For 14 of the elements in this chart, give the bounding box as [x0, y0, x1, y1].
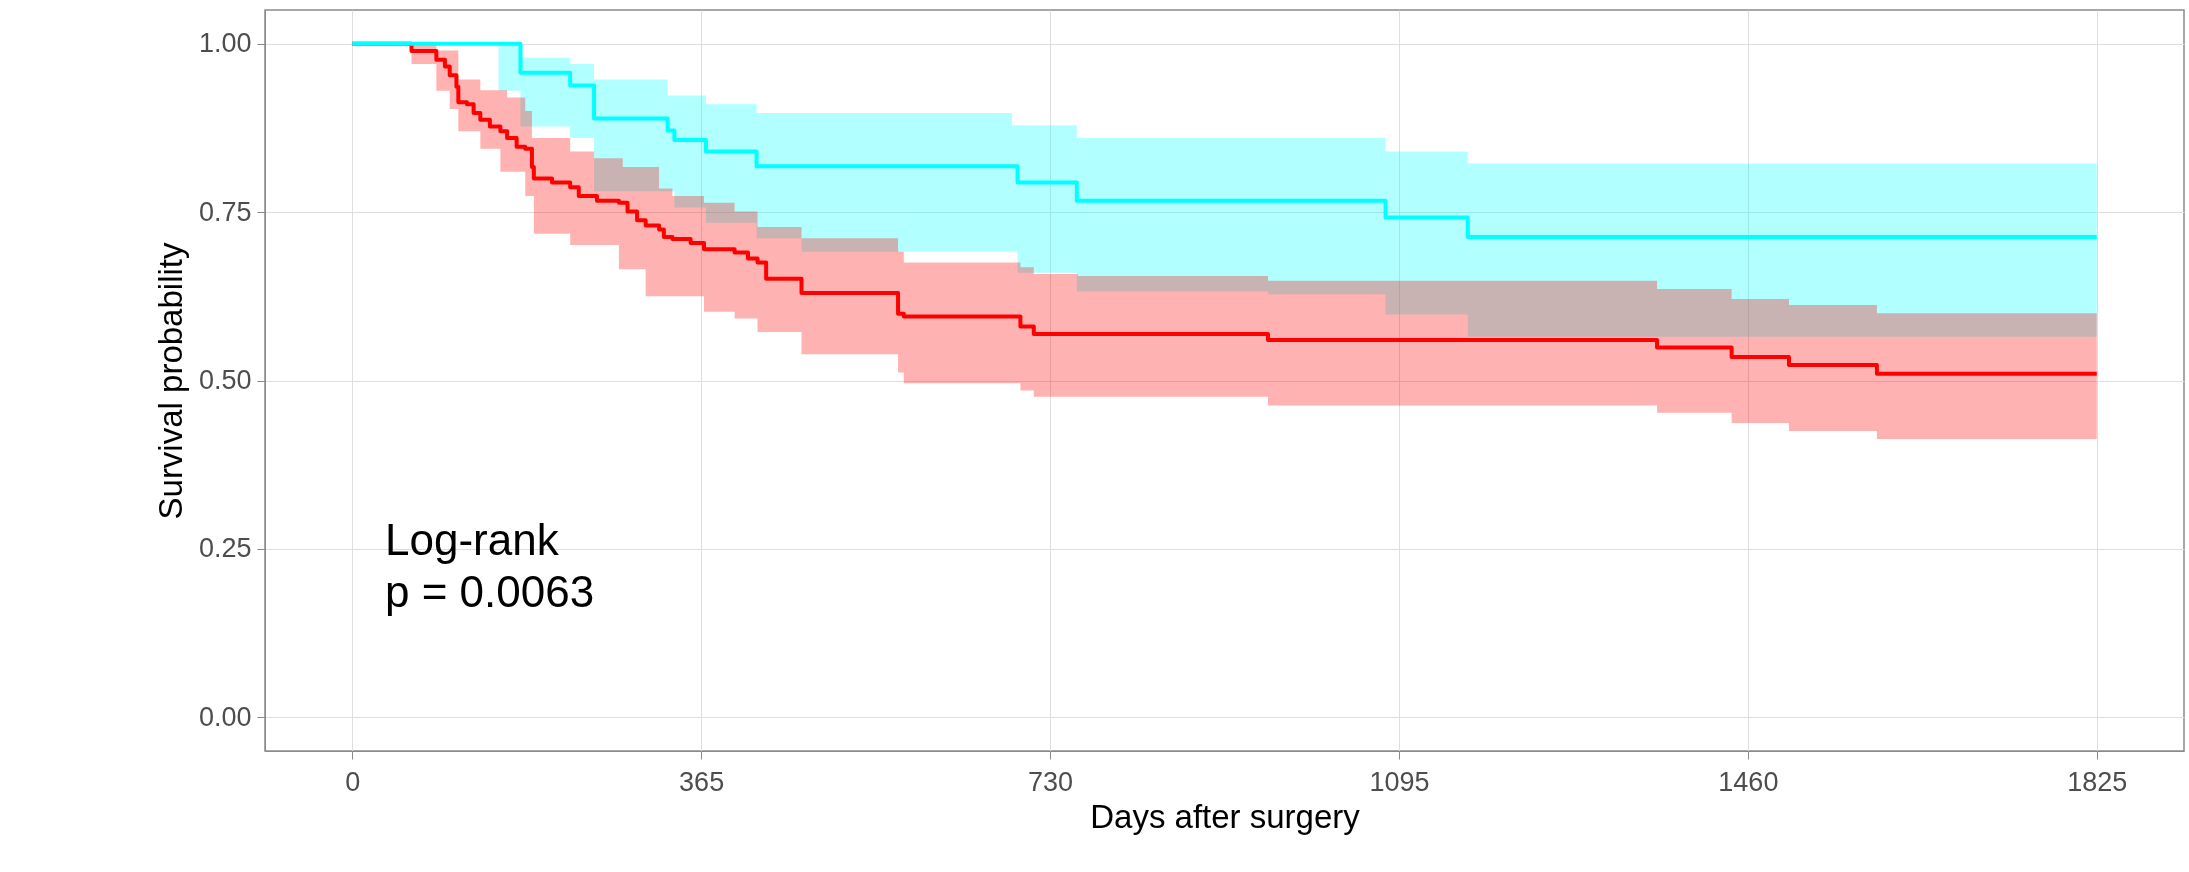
y-tick-label: 0.50	[198, 365, 252, 395]
x-tick-label: 1095	[1369, 766, 1430, 797]
annotation: Log-rank p = 0.0063	[385, 515, 595, 616]
x-tick-label: 1825	[2067, 766, 2128, 797]
x-tick-label: 730	[1028, 766, 1074, 797]
x-tick-label: 0	[345, 766, 361, 797]
y-tick-label: 0.75	[198, 196, 252, 227]
x-axis-title: Days after surgery	[1090, 797, 1361, 835]
x-tick-label: 365	[679, 766, 725, 797]
y-axis-title: Survival probability	[151, 242, 189, 520]
y-tick-label: 0.00	[198, 701, 252, 732]
y-tick-label: 1.00	[198, 28, 252, 59]
x-tick-label: 1460	[1718, 766, 1779, 797]
y-tick-label: 0.25	[198, 533, 252, 564]
